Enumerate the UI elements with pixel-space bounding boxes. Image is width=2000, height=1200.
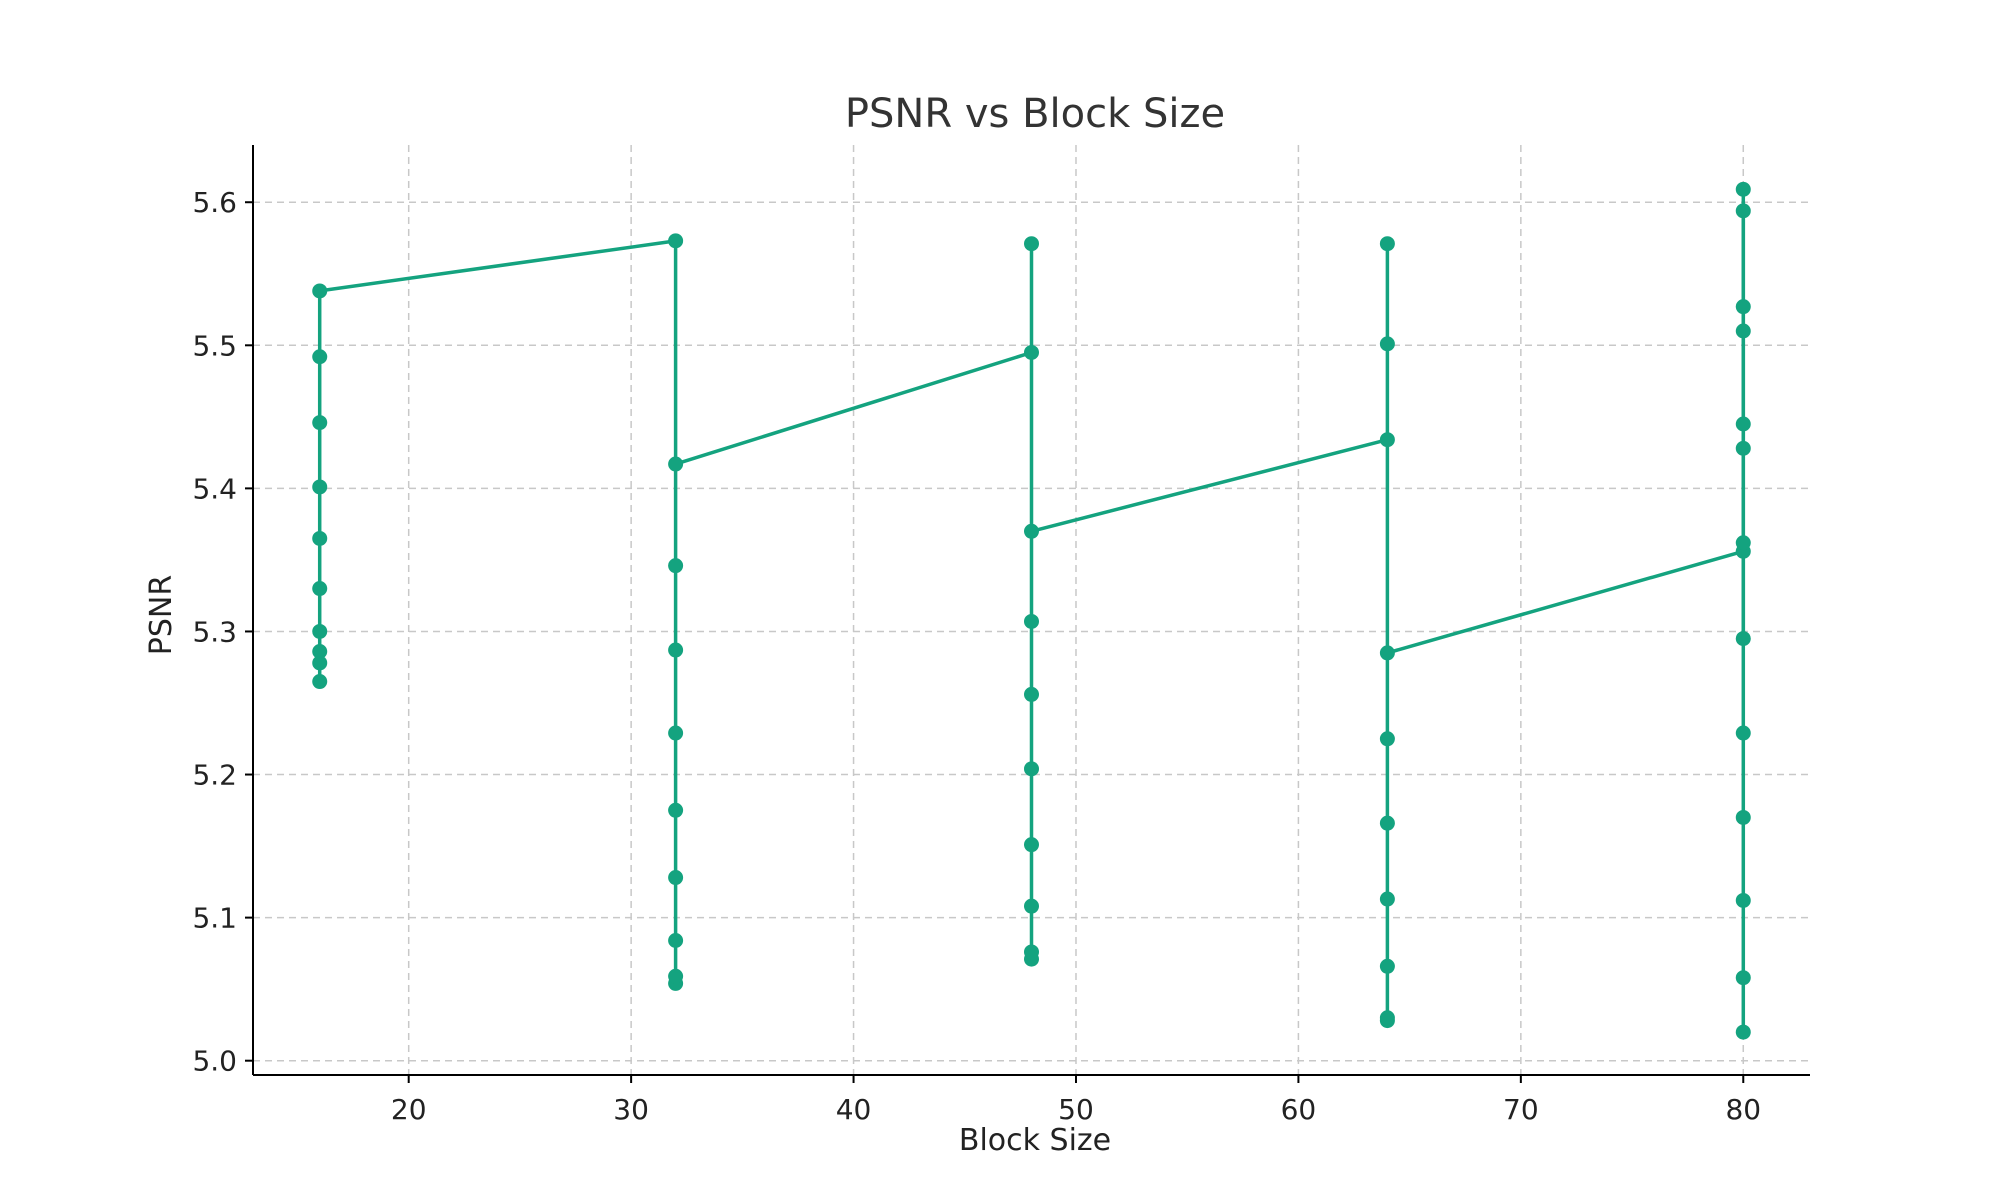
data-point [1735,725,1751,741]
y-tick-label: 5.5 [192,329,237,362]
data-point [1735,809,1751,825]
x-tick-label: 60 [1281,1093,1317,1126]
x-tick-label: 40 [836,1093,872,1126]
data-point [668,870,684,886]
data-point [1379,731,1395,747]
data-point [1024,761,1039,777]
data-point [312,349,328,365]
y-tick-label: 5.6 [192,186,237,219]
data-point [1735,1024,1751,1040]
data-point [312,674,328,690]
data-point [1735,892,1751,908]
data-point [668,933,684,949]
y-tick-label: 5.2 [192,759,237,792]
data-point [312,643,328,659]
data-point [668,642,684,658]
data-point [1379,432,1395,448]
data-point [1379,336,1395,352]
data-point [1735,181,1751,197]
data-point [1379,1010,1395,1026]
data-point [668,802,684,818]
data-point [1735,299,1751,315]
y-axis-ticks: 5.0 5.1 5.2 5.3 5.4 5.5 5.6 [192,186,253,1078]
data-point [312,655,328,671]
x-axis-ticks: 20 30 40 50 60 70 80 [391,1075,1761,1126]
data-point [668,233,684,249]
data-point [1735,535,1751,551]
x-tick-label: 50 [1058,1093,1094,1126]
y-tick-label: 5.0 [192,1045,237,1078]
data-point [1024,523,1039,539]
data-point [668,456,684,472]
y-tick-label: 5.1 [192,902,237,935]
data-point [1024,613,1039,629]
data-point [1379,236,1395,252]
x-tick-label: 80 [1725,1093,1761,1126]
data-point [1024,837,1039,853]
data-point [1024,236,1039,252]
x-tick-label: 20 [391,1093,427,1126]
x-tick-label: 30 [613,1093,649,1126]
y-axis-label: PSNR [144,575,179,655]
data-point [312,415,328,431]
y-tick-label: 5.4 [192,472,237,505]
x-axis-label: Block Size [959,1123,1111,1158]
data-point [1024,898,1039,914]
x-tick-label: 70 [1503,1093,1539,1126]
data-point [312,283,328,299]
data-point [668,558,684,574]
data-point [312,530,328,546]
series-layer [312,181,1751,1040]
data-point [312,479,328,495]
data-point [312,623,328,639]
axes [252,145,1810,1076]
data-point [1024,344,1039,360]
data-point [1024,686,1039,702]
data-point [1379,891,1395,907]
data-point [1735,416,1751,432]
data-point [1735,970,1751,986]
data-point [1379,645,1395,661]
chart-title: PSNR vs Block Size [845,91,1225,137]
data-point [668,725,684,741]
data-point [1735,631,1751,647]
data-point [1379,958,1395,974]
data-point [312,581,328,597]
data-point [1024,944,1039,960]
y-tick-label: 5.3 [192,615,237,648]
data-point [1379,815,1395,831]
data-point [668,968,684,984]
